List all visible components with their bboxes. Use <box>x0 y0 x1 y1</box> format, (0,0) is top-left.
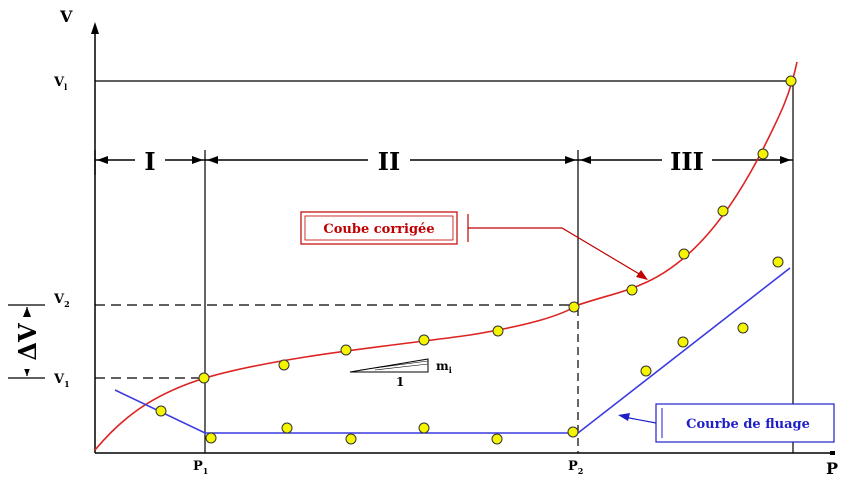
p2-tick-label: P2 <box>568 459 583 476</box>
delta-arrow-up <box>23 307 31 317</box>
zone1-arrow-right <box>192 156 203 164</box>
corrected-point <box>717 205 729 217</box>
delta-v-label: ΔV <box>13 323 42 361</box>
x-axis-end <box>830 451 835 455</box>
zone-label-2: II <box>378 147 400 176</box>
legend-corrected-leader <box>468 227 647 279</box>
v2-tick-label: V2 <box>53 292 70 309</box>
corrected-point <box>626 284 638 296</box>
corrected-point <box>568 301 580 313</box>
corrected-point <box>278 359 290 371</box>
zone-label-1: I <box>144 147 155 176</box>
slope-hatch-2 <box>374 363 429 371</box>
legend-creep-leader <box>623 416 657 424</box>
legend-corrected-inner <box>304 215 454 241</box>
corrected-point <box>418 334 430 346</box>
y-axis-arrow <box>91 22 99 34</box>
vl-tick-label: Vl <box>53 75 67 92</box>
zone3-arrow-left <box>580 156 591 164</box>
legend-corrected-arrowhead <box>636 270 648 280</box>
slope-rise-label: mi <box>436 359 452 375</box>
zone1-label-bg <box>135 148 165 174</box>
legend-corrected: Coube corrigée <box>300 211 648 280</box>
reference-lines <box>95 80 794 453</box>
legend-creep: Courbe de fluage <box>618 403 835 443</box>
corrected-point <box>757 148 769 160</box>
x-axis-label: P <box>826 459 838 478</box>
legend-corrected-label: Coube corrigée <box>323 222 434 237</box>
v1-tick-label: V1 <box>53 372 70 389</box>
creep-point <box>205 432 217 444</box>
zone-label-3: III <box>670 147 704 176</box>
slope-run-label: 1 <box>396 375 404 389</box>
corrected-points <box>198 75 797 384</box>
legend-corrected-box <box>300 211 458 245</box>
zone3-label-bg <box>662 148 712 174</box>
creep-point <box>281 422 293 434</box>
zone2-label-bg <box>368 148 410 174</box>
creep-point <box>155 405 167 417</box>
creep-point <box>640 365 652 377</box>
creep-point <box>345 433 357 445</box>
creep-points <box>155 256 784 445</box>
creep-point <box>772 256 784 268</box>
y-axis-label: V <box>59 7 73 26</box>
p1-tick-label: P1 <box>193 459 208 476</box>
corrected-point <box>198 372 210 384</box>
creep-point <box>677 336 689 348</box>
slope-hatch-1 <box>359 360 429 371</box>
zone2-arrow-right <box>565 156 576 164</box>
legend-creep-box <box>655 403 835 443</box>
legend-creep-label: Courbe de fluage <box>686 417 810 432</box>
slope-triangle: 1 mi <box>349 358 452 389</box>
creep-point <box>491 433 503 445</box>
corrected-point <box>340 344 352 356</box>
corrected-point <box>785 75 797 87</box>
zone3-arrow-right <box>780 156 791 164</box>
zone2-arrow-left <box>207 156 218 164</box>
creep-point <box>418 422 430 434</box>
legend-creep-arrowhead <box>618 413 630 421</box>
corrected-point <box>492 325 504 337</box>
tick-labels: Vl V2 V1 P1 P2 <box>53 75 583 476</box>
corrected-point <box>678 248 690 260</box>
corrected-curve <box>94 61 798 451</box>
zone1-arrow-left <box>97 156 108 164</box>
creep-point <box>567 426 579 438</box>
delta-label-bg <box>14 317 40 369</box>
creep-point <box>737 322 749 334</box>
axes: V P <box>59 7 838 478</box>
